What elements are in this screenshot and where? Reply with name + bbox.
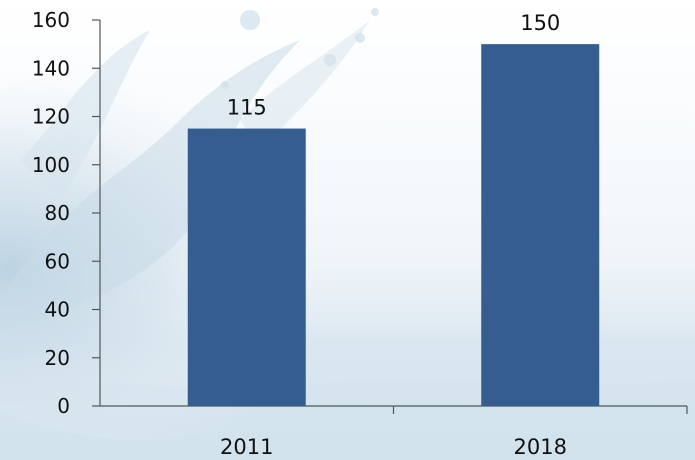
data-labels: 115 150 — [227, 11, 561, 119]
data-label-2011: 115 — [227, 96, 267, 120]
y-tick-label: 0 — [57, 394, 70, 418]
x-axis-ticks: 2011 2018 — [220, 406, 688, 459]
y-tick-label: 140 — [32, 56, 70, 80]
bar-2018 — [481, 44, 600, 406]
bars — [187, 44, 600, 406]
y-tick-label: 20 — [45, 346, 70, 370]
y-axis-ticks: 0 20 40 60 80 100 120 140 160 — [32, 8, 100, 418]
bar-2011 — [187, 128, 306, 406]
y-tick-label: 80 — [45, 201, 70, 225]
x-tick-label-2018: 2018 — [514, 435, 567, 459]
data-label-2018: 150 — [520, 11, 560, 35]
y-tick-label: 160 — [32, 8, 70, 32]
y-tick-label: 40 — [45, 298, 70, 322]
y-tick-label: 100 — [32, 153, 70, 177]
x-tick-label-2011: 2011 — [220, 435, 273, 459]
y-tick-label: 60 — [45, 249, 70, 273]
y-tick-label: 120 — [32, 105, 70, 129]
